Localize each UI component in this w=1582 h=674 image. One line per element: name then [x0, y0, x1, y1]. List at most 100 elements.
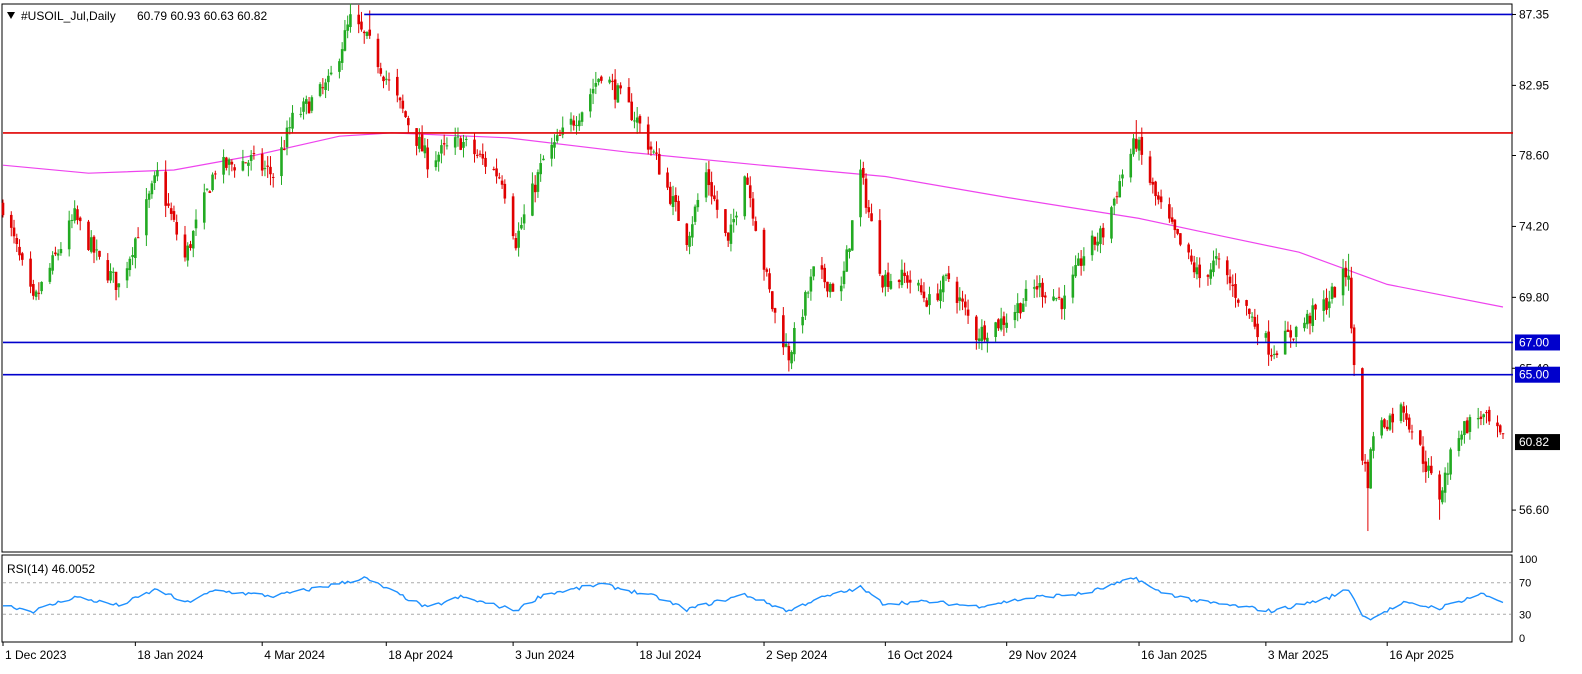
- candle-body: [1380, 420, 1383, 436]
- rsi-title: RSI(14) 46.0052: [7, 562, 95, 576]
- candle-body: [1421, 446, 1425, 464]
- candle-body: [997, 319, 1000, 329]
- candle-body: [1021, 303, 1025, 312]
- candle-body: [92, 236, 96, 253]
- candle-body: [539, 163, 542, 175]
- y-tick-label: 74.20: [1519, 219, 1549, 233]
- candle-body: [1402, 406, 1406, 413]
- candle-body: [619, 85, 622, 89]
- candle-body: [1013, 311, 1017, 321]
- candle-body: [327, 75, 330, 83]
- candle-body: [939, 289, 942, 302]
- candle-body: [944, 274, 948, 276]
- candle-body: [782, 315, 785, 348]
- candle-body: [1352, 327, 1356, 366]
- candle-body: [848, 248, 851, 252]
- candle-body: [1385, 426, 1389, 430]
- candle-body: [252, 153, 256, 155]
- candle-body: [12, 227, 16, 237]
- candle-body: [955, 281, 959, 303]
- candle-body: [1446, 473, 1450, 475]
- candle-body: [1154, 181, 1157, 197]
- candle-body: [765, 269, 769, 272]
- candle-body: [1079, 258, 1083, 266]
- candle-body: [172, 211, 176, 220]
- candle-body: [1093, 236, 1097, 245]
- candle-body: [128, 258, 132, 271]
- candle-body: [823, 267, 826, 283]
- candle-body: [1463, 421, 1466, 435]
- candle-body: [1399, 404, 1403, 421]
- candle-body: [1198, 264, 1201, 279]
- candle-body: [724, 209, 727, 233]
- candle-body: [481, 154, 485, 159]
- candle-body: [713, 195, 716, 200]
- axes: 87.3582.9578.6074.2069.8065.4056.6067.00…: [2, 7, 1560, 662]
- candle-body: [1195, 267, 1199, 275]
- candle-body: [1424, 461, 1428, 472]
- candle-body: [1350, 277, 1353, 329]
- candle-body: [635, 117, 639, 123]
- candle-body: [611, 80, 614, 82]
- candle-body: [657, 153, 661, 175]
- candle-body: [9, 214, 13, 228]
- candle-body: [365, 32, 369, 36]
- candle-body: [897, 280, 901, 283]
- candle-body: [561, 127, 565, 135]
- candle-body: [889, 281, 893, 289]
- candle-body: [842, 270, 846, 285]
- candle-body: [903, 272, 906, 277]
- candle-body: [1292, 338, 1295, 340]
- candle-body: [1096, 241, 1099, 246]
- candle-body: [787, 345, 791, 361]
- candle-body: [54, 252, 57, 255]
- candle-body: [511, 196, 515, 237]
- candle-body: [1264, 333, 1268, 338]
- candle-body: [964, 301, 967, 308]
- x-tick-label: 3 Mar 2025: [1268, 648, 1329, 662]
- candle-body: [225, 157, 228, 168]
- candle-body: [401, 100, 405, 109]
- candle-body: [806, 292, 810, 294]
- candle-body: [1228, 276, 1232, 284]
- candle-body: [445, 145, 449, 147]
- candle-body: [1187, 244, 1190, 253]
- candle-body: [710, 182, 713, 197]
- candle-body: [558, 134, 562, 136]
- candle-body: [870, 213, 873, 222]
- candle-body: [288, 127, 292, 129]
- candle-body: [514, 238, 518, 249]
- candle-body: [820, 265, 824, 270]
- candle-body: [404, 111, 407, 118]
- candle-body: [864, 178, 868, 208]
- candle-body: [263, 168, 267, 170]
- candle-body: [542, 158, 545, 161]
- candle-body: [147, 193, 151, 200]
- collapse-triangle-icon[interactable]: [7, 12, 15, 19]
- candle-body: [928, 294, 931, 306]
- candle-body: [1286, 329, 1290, 332]
- candle-body: [464, 138, 468, 140]
- candle-body: [475, 154, 479, 156]
- candle-body: [671, 196, 675, 207]
- candle-body: [677, 200, 680, 221]
- rsi-pane-frame: [1, 554, 1513, 643]
- candle-body: [484, 157, 487, 167]
- candle-body: [1294, 326, 1298, 337]
- candle-body: [1314, 304, 1317, 310]
- candle-body: [1248, 308, 1251, 315]
- candle-body: [244, 162, 247, 164]
- candle-body: [346, 24, 349, 31]
- candle-body: [18, 246, 21, 256]
- candle-body: [768, 273, 771, 290]
- candle-body: [859, 169, 862, 218]
- x-tick-label: 18 Jul 2024: [639, 648, 701, 662]
- candle-body: [1159, 196, 1163, 203]
- candle-body: [1005, 322, 1008, 328]
- candle-body: [495, 168, 498, 177]
- candle-body: [1209, 269, 1213, 279]
- x-tick-label: 16 Oct 2024: [887, 648, 953, 662]
- candle-body: [34, 291, 38, 297]
- candle-body: [553, 142, 556, 148]
